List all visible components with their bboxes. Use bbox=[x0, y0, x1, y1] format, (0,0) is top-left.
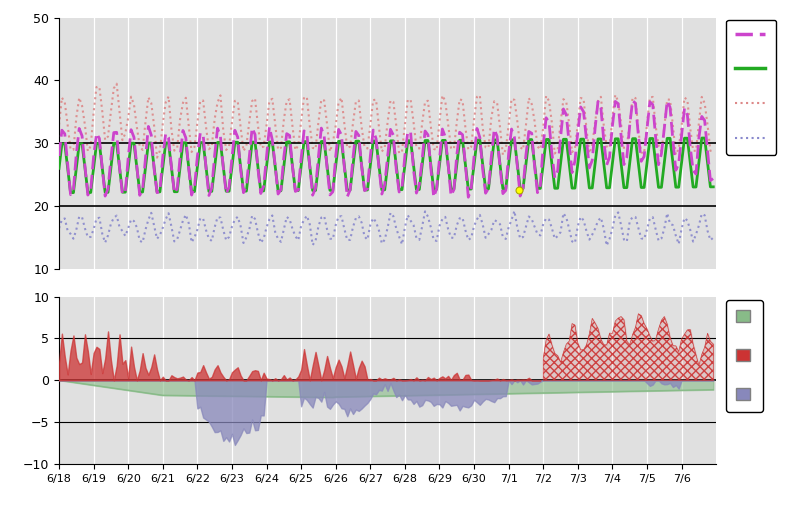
Legend: , , : , , bbox=[726, 300, 763, 412]
Legend: , , , : , , , bbox=[726, 20, 777, 155]
